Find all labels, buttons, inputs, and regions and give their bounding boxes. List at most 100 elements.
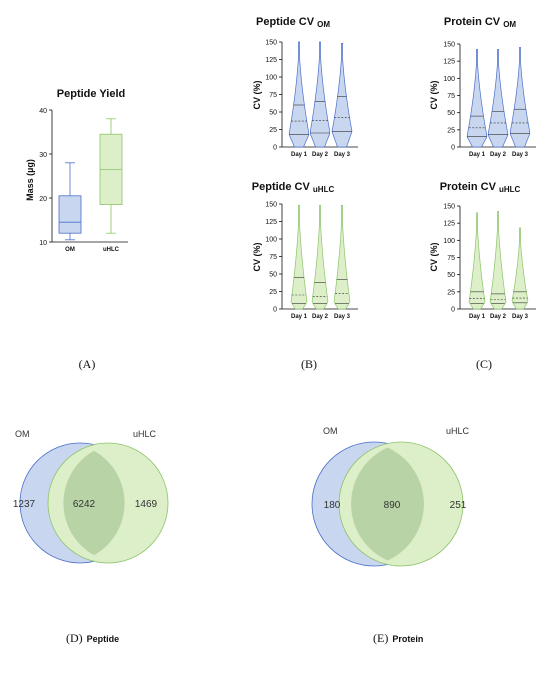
chart-title-subscript: uHLC: [313, 185, 335, 194]
venn-count-both: 6242: [73, 499, 96, 510]
chart-title: Peptide CV OM: [256, 16, 330, 29]
y-tick-label: 40: [39, 108, 47, 115]
violin-shape: [489, 211, 507, 310]
violin-shape: [468, 212, 486, 310]
venn-peptide: OM uHLC 1237 6242 1469: [13, 429, 169, 564]
chart-peptide-cv-om: Peptide CV OM CV (%) 0 25 50 75 100 125 150 Day…: [252, 16, 358, 158]
violin-shape: [288, 41, 310, 148]
chart-title-main: Protein CV: [440, 181, 497, 193]
violin-shape: [511, 227, 529, 310]
panel-label-c: (C): [476, 357, 492, 371]
x-tick-label: Day 3: [334, 152, 351, 158]
y-axis-label: CV (%): [252, 242, 262, 271]
x-tick-label: Day 3: [512, 152, 529, 158]
panel-label-e-sub: Protein: [392, 634, 423, 644]
panel-label-e: (E) Protein: [373, 631, 423, 645]
panel-label-a: (A): [79, 357, 96, 371]
chart-title-main: Protein CV: [444, 16, 501, 28]
panel-label-d-sub: Peptide: [87, 634, 120, 644]
y-tick-label: 30: [39, 152, 47, 159]
y-tick-label: 150: [265, 40, 277, 47]
y-tick-label: 0: [273, 307, 277, 314]
y-tick-label: 100: [265, 237, 277, 244]
y-tick-label: 100: [443, 238, 455, 245]
violin-shape: [290, 205, 308, 310]
violin-shape: [309, 41, 331, 148]
chart-title-subscript: uHLC: [499, 185, 521, 194]
venn-count-both: 890: [384, 500, 401, 511]
venn-count-om-only: 180: [324, 500, 341, 511]
y-tick-label: 100: [443, 76, 455, 83]
chart-title-main: Peptide CV: [252, 181, 311, 193]
y-tick-label: 75: [447, 93, 455, 100]
y-tick-label: 25: [447, 127, 455, 134]
x-tick-label: Day 2: [490, 152, 507, 158]
y-tick-label: 150: [443, 204, 455, 211]
venn-overlap: [351, 447, 424, 561]
venn-count-uhlc-only: 1469: [135, 499, 158, 510]
chart-title: Protein CV OM: [444, 16, 517, 29]
y-tick-label: 150: [265, 202, 277, 209]
y-tick-label: 50: [447, 272, 455, 279]
chart-title-main: Peptide CV: [256, 16, 315, 28]
y-tick-label: 10: [39, 240, 47, 247]
y-tick-label: 150: [443, 42, 455, 49]
box-iqr: [58, 195, 82, 234]
y-tick-label: 50: [269, 110, 277, 117]
x-tick-label: Day 2: [312, 152, 329, 158]
y-tick-label: 125: [443, 59, 455, 66]
x-tick-label: Day 2: [312, 314, 329, 320]
venn-count-uhlc-only: 251: [450, 500, 467, 511]
violin-shape: [509, 47, 531, 148]
chart-title-subscript: OM: [317, 20, 330, 29]
panel-label-d-letter: (D): [66, 631, 83, 645]
y-tick-label: 75: [447, 255, 455, 262]
violin-shape: [311, 205, 329, 310]
y-tick-label: 125: [443, 221, 455, 228]
panel-label-d: (D) Peptide: [66, 631, 119, 645]
venn-protein: OM uHLC 180 890 251: [311, 426, 470, 567]
x-tick-label: Day 3: [334, 314, 351, 320]
y-tick-label: 25: [447, 289, 455, 296]
y-tick-label: 100: [265, 75, 277, 82]
chart-protein-cv-om: Protein CV OM CV (%) 0 25 50 75 100 125 150 Day…: [429, 16, 536, 158]
chart-protein-cv-uhlc: Protein CV uHLC CV (%) 0 25 50 75 100 125 150 D…: [429, 181, 536, 320]
chart-peptide-cv-uhlc: Peptide CV uHLC CV (%) 0 25 50 75 100 125 150 D…: [252, 181, 358, 320]
y-tick-label: 50: [447, 110, 455, 117]
x-tick-label: OM: [65, 247, 75, 253]
y-axis-label: CV (%): [429, 80, 439, 109]
x-tick-label: Day 1: [469, 314, 486, 320]
venn-label-om: OM: [323, 426, 338, 436]
y-tick-label: 75: [269, 254, 277, 261]
x-tick-label: uHLC: [103, 247, 120, 253]
x-tick-label: Day 3: [512, 314, 529, 320]
venn-count-om-only: 1237: [13, 499, 36, 510]
chart-title: Peptide CV uHLC: [252, 181, 335, 194]
venn-label-uhlc: uHLC: [133, 429, 157, 439]
y-tick-label: 125: [265, 219, 277, 226]
chart-title: Protein CV uHLC: [440, 181, 521, 194]
chart-title: Peptide Yield: [57, 88, 125, 100]
box-marks: [58, 118, 123, 241]
violin-shape: [487, 49, 509, 148]
y-tick-label: 125: [265, 57, 277, 64]
panel-label-b: (B): [301, 357, 317, 371]
chart-peptide-yield: Peptide Yield Mass (µg) 10 20 30 40 OM uHLC: [25, 88, 128, 253]
y-tick-label: 50: [269, 272, 277, 279]
y-tick-label: 25: [269, 127, 277, 134]
violin-shape: [331, 43, 353, 148]
venn-label-om: OM: [15, 429, 30, 439]
y-tick-label: 0: [451, 307, 455, 314]
y-tick-label: 75: [269, 92, 277, 99]
violin-shape: [466, 49, 488, 148]
y-tick-label: 0: [451, 145, 455, 152]
venn-label-uhlc: uHLC: [446, 426, 470, 436]
y-axis-label: CV (%): [252, 80, 262, 109]
y-tick-label: 0: [273, 145, 277, 152]
venn-overlap: [63, 450, 125, 556]
violin-shape: [333, 205, 351, 310]
x-tick-label: Day 1: [291, 152, 308, 158]
x-tick-label: Day 2: [490, 314, 507, 320]
y-axis-label: CV (%): [429, 242, 439, 271]
